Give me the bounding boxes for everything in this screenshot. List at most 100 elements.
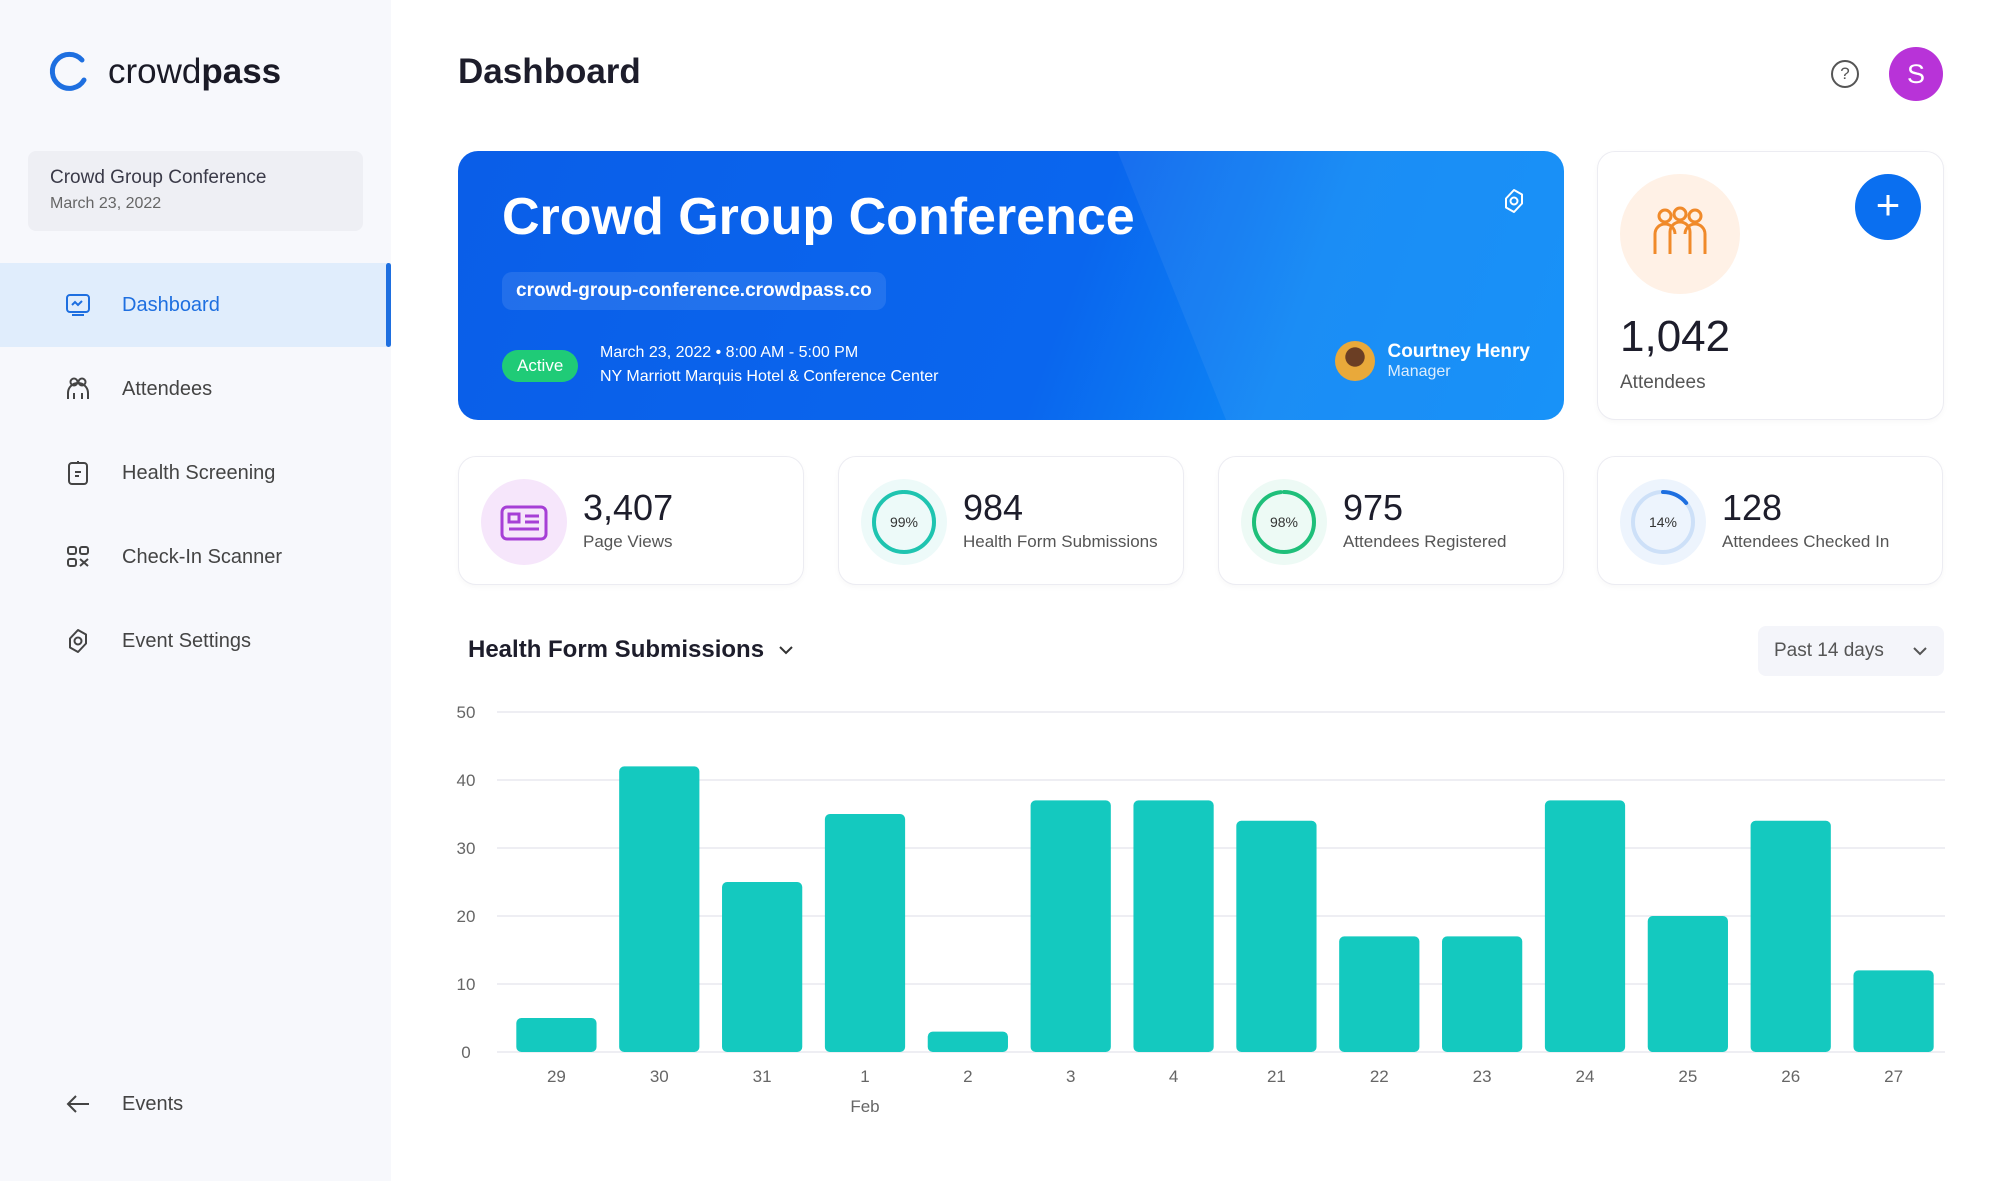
stat-value: 984 bbox=[963, 487, 1024, 528]
dashboard-icon bbox=[66, 294, 90, 316]
current-event-selector[interactable]: Crowd Group Conference March 23, 2022 bbox=[28, 151, 363, 231]
y-tick-label: 50 bbox=[457, 703, 476, 722]
bar[interactable] bbox=[722, 882, 803, 1052]
event-url-link[interactable]: crowd-group-conference.crowdpass.co bbox=[502, 272, 886, 310]
ring-percent-label: 98% bbox=[1270, 514, 1298, 530]
event-date: March 23, 2022 bbox=[50, 195, 162, 212]
y-tick-label: 10 bbox=[457, 975, 476, 994]
page-views-icon bbox=[481, 479, 567, 565]
chart-title: Health Form Submissions bbox=[468, 636, 765, 663]
sidebar-item-event-settings[interactable]: Event Settings bbox=[0, 599, 391, 683]
stat-label: Health Form Submissions bbox=[963, 532, 1158, 551]
bar[interactable] bbox=[1133, 800, 1214, 1052]
sidebar-item-label: Check-In Scanner bbox=[122, 545, 283, 568]
arrow-left-icon bbox=[66, 1095, 89, 1113]
x-tick-label: 30 bbox=[650, 1067, 669, 1086]
attendees-group-icon bbox=[1620, 174, 1740, 294]
bar[interactable] bbox=[1030, 800, 1111, 1052]
x-tick-label: 22 bbox=[1370, 1067, 1389, 1086]
clipboard-icon bbox=[68, 461, 88, 485]
chevron-down-icon bbox=[1913, 647, 1927, 656]
sidebar-item-label: Dashboard bbox=[122, 293, 220, 316]
stat-card-health-forms: 99% 984 Health Form Submissions bbox=[838, 456, 1184, 585]
x-tick-label: 2 bbox=[963, 1067, 972, 1086]
stat-value: 975 bbox=[1343, 487, 1404, 528]
logo[interactable]: crowdpass bbox=[48, 50, 281, 94]
attendees-label: Attendees bbox=[1620, 372, 1706, 393]
sidebar-item-label: Event Settings bbox=[122, 629, 251, 652]
progress-ring: 99% bbox=[861, 479, 947, 565]
bar[interactable] bbox=[1647, 916, 1728, 1052]
month-label: Feb bbox=[850, 1097, 879, 1116]
y-tick-label: 20 bbox=[457, 907, 476, 926]
progress-ring: 98% bbox=[1241, 479, 1327, 565]
help-icon[interactable]: ? bbox=[1831, 60, 1859, 88]
ring-percent-label: 99% bbox=[890, 514, 918, 530]
manager-photo bbox=[1335, 341, 1376, 381]
stat-value: 3,407 bbox=[583, 487, 674, 528]
event-datetime: March 23, 2022 • 8:00 AM - 5:00 PM bbox=[600, 344, 859, 361]
chart-metric-dropdown[interactable]: Health Form Submissions bbox=[468, 636, 794, 664]
sidebar: crowdpass Crowd Group Conference March 2… bbox=[0, 0, 391, 1181]
ring-progress bbox=[1252, 490, 1316, 554]
event-banner: Crowd Group Conference crowd-group-confe… bbox=[458, 151, 1564, 420]
ring-progress bbox=[872, 490, 936, 554]
avatar[interactable]: S bbox=[1889, 47, 1943, 101]
y-tick-label: 40 bbox=[457, 771, 476, 790]
bar[interactable] bbox=[1236, 820, 1317, 1052]
period-select[interactable]: Past 14 days bbox=[1758, 626, 1944, 676]
stat-label: Attendees Checked In bbox=[1722, 532, 1890, 551]
attendees-card: + 1,042 Attendees bbox=[1597, 151, 1944, 420]
y-tick-label: 0 bbox=[461, 1043, 470, 1062]
bar[interactable] bbox=[1544, 800, 1626, 1052]
x-tick-label: 21 bbox=[1267, 1067, 1286, 1086]
chevron-down-icon bbox=[779, 646, 793, 655]
sidebar-item-label: Attendees bbox=[122, 377, 213, 400]
bar[interactable] bbox=[1853, 970, 1934, 1052]
progress-ring: 14% bbox=[1620, 479, 1706, 565]
logo-text: crowdpass bbox=[108, 52, 282, 91]
ring-percent-label: 14% bbox=[1649, 514, 1677, 530]
bar[interactable] bbox=[1339, 936, 1420, 1052]
bar[interactable] bbox=[516, 1018, 597, 1052]
stat-card-page-views: 3,407 Page Views bbox=[458, 456, 804, 585]
bar[interactable] bbox=[619, 766, 700, 1052]
stat-label: Attendees Registered bbox=[1343, 532, 1507, 551]
qr-code-icon bbox=[67, 546, 89, 567]
x-tick-label: 26 bbox=[1781, 1067, 1800, 1086]
manager-name: Courtney Henry bbox=[1387, 341, 1530, 362]
status-badge: Active bbox=[502, 350, 579, 382]
bar[interactable] bbox=[1442, 936, 1523, 1052]
gear-icon bbox=[69, 629, 87, 653]
back-to-events-link[interactable]: Events bbox=[64, 1090, 183, 1118]
sidebar-item-attendees[interactable]: Attendees bbox=[0, 347, 391, 431]
bar[interactable] bbox=[824, 814, 906, 1052]
sidebar-item-check-in-scanner[interactable]: Check-In Scanner bbox=[0, 515, 391, 599]
attendees-icon bbox=[67, 377, 89, 399]
x-tick-label: 31 bbox=[753, 1067, 772, 1086]
bar[interactable] bbox=[927, 1031, 1008, 1052]
manager-role: Manager bbox=[1387, 363, 1451, 380]
sidebar-item-dashboard[interactable]: Dashboard bbox=[0, 263, 391, 347]
x-tick-label: 1 bbox=[860, 1067, 869, 1086]
attendees-count: 1,042 bbox=[1620, 312, 1731, 361]
x-tick-label: 24 bbox=[1576, 1067, 1595, 1086]
stat-card-checked-in: 14% 128 Attendees Checked In bbox=[1597, 456, 1943, 585]
x-tick-label: 3 bbox=[1066, 1067, 1075, 1086]
event-title: Crowd Group Conference bbox=[502, 188, 1135, 246]
event-when: March 23, 2022 • 8:00 AM - 5:00 PM NY Ma… bbox=[600, 341, 939, 389]
events-label: Events bbox=[122, 1092, 184, 1115]
x-tick-label: 23 bbox=[1473, 1067, 1492, 1086]
sidebar-item-health-screening[interactable]: Health Screening bbox=[0, 431, 391, 515]
settings-gear-icon[interactable] bbox=[1500, 187, 1528, 215]
stat-card-registered: 98% 975 Attendees Registered bbox=[1218, 456, 1564, 585]
add-attendee-button[interactable]: + bbox=[1855, 174, 1921, 240]
event-name: Crowd Group Conference bbox=[50, 167, 267, 188]
x-tick-label: 27 bbox=[1884, 1067, 1903, 1086]
ring-progress bbox=[1631, 490, 1695, 554]
sidebar-nav: Dashboard Attendees Health Screening Che… bbox=[0, 263, 391, 683]
period-label: Past 14 days bbox=[1774, 640, 1884, 661]
bar[interactable] bbox=[1750, 820, 1831, 1052]
stat-label: Page Views bbox=[583, 532, 673, 551]
